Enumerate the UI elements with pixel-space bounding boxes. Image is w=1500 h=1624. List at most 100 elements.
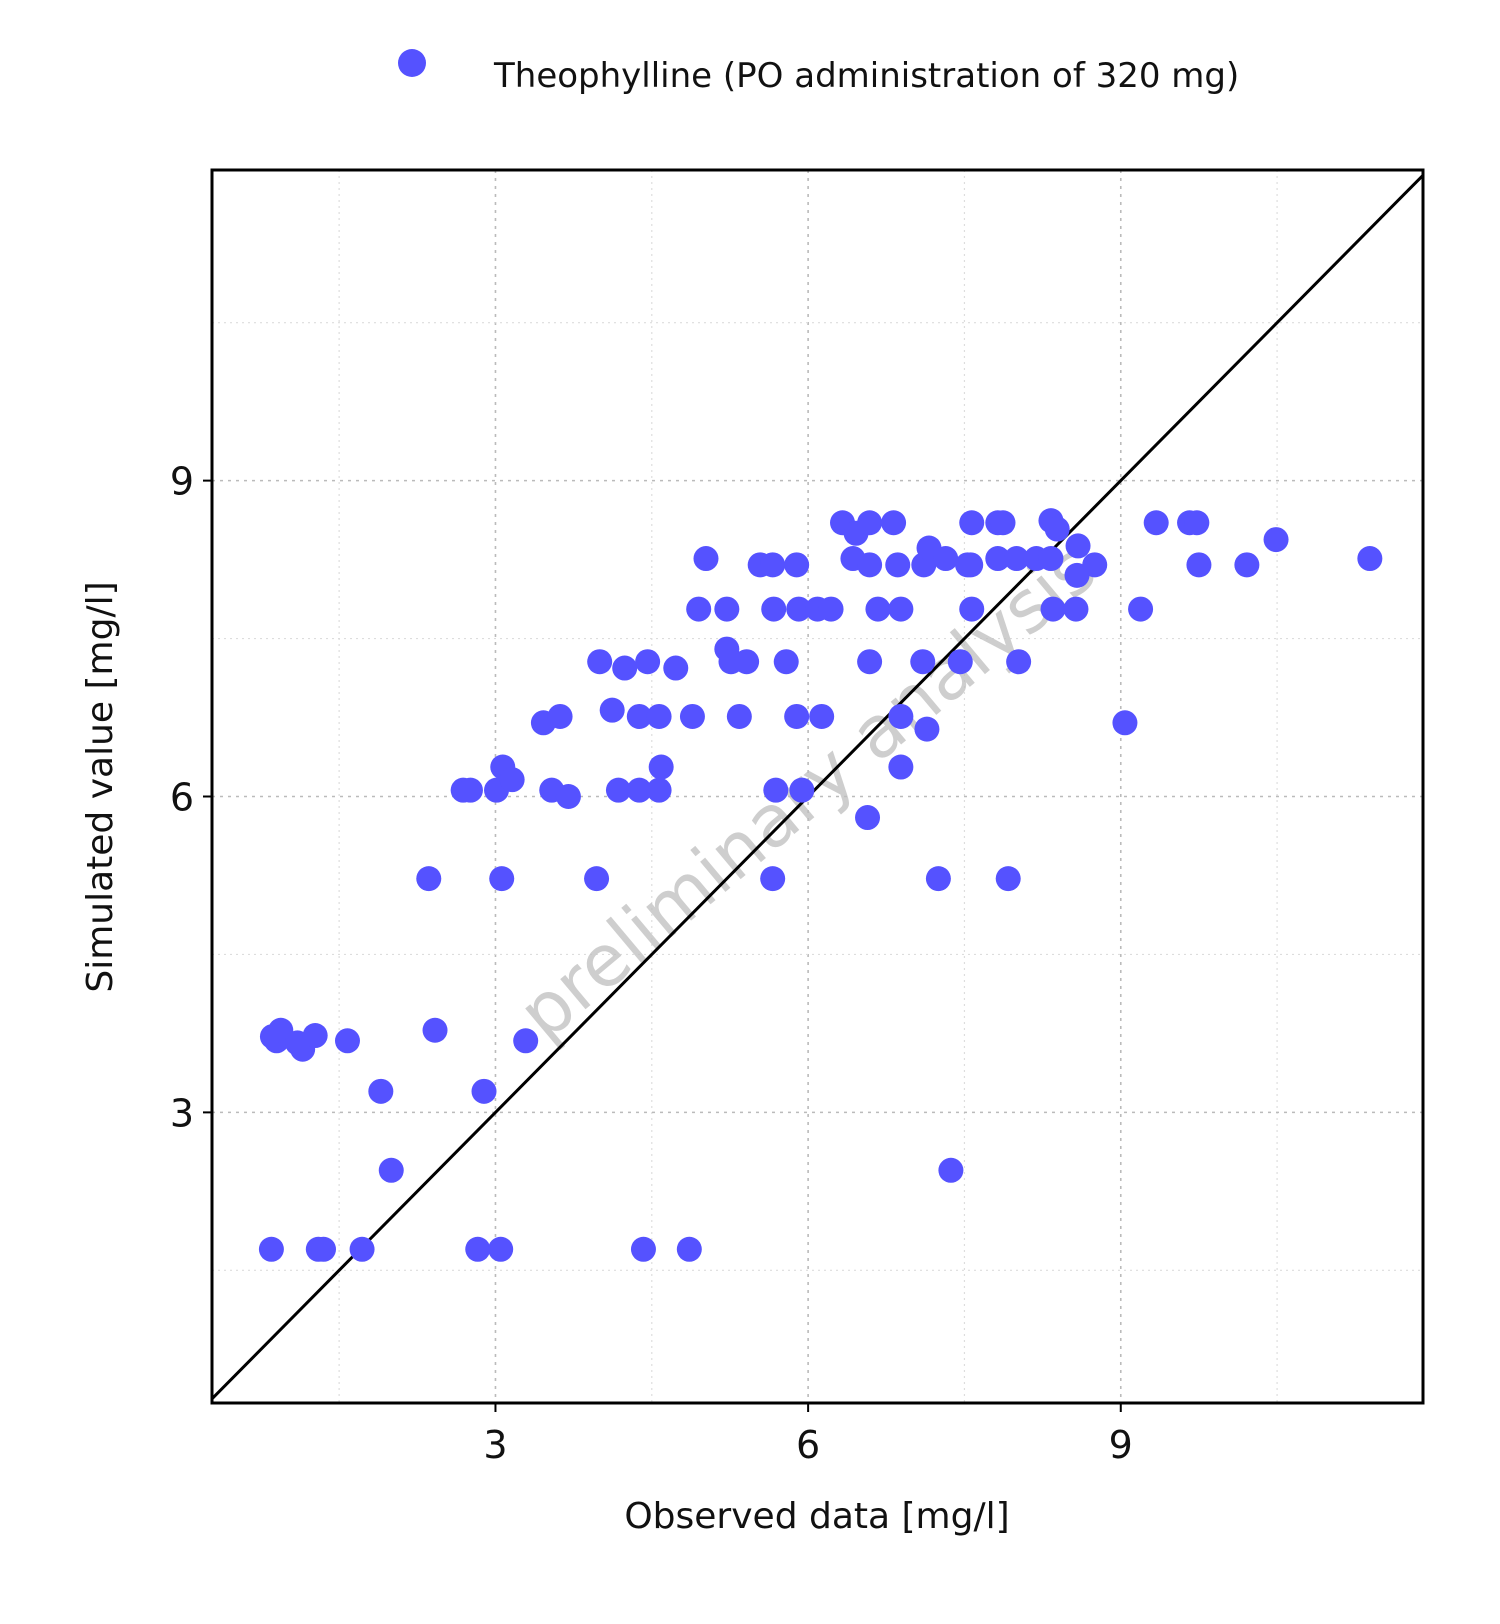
data-point bbox=[888, 596, 914, 622]
axis-ticks: 3 6 9 3 6 9 bbox=[170, 460, 1133, 1467]
data-point bbox=[818, 596, 844, 622]
data-point bbox=[587, 649, 613, 675]
data-point bbox=[626, 703, 652, 729]
data-point bbox=[676, 1236, 702, 1262]
data-point bbox=[630, 1236, 656, 1262]
y-tick-label: 3 bbox=[170, 1091, 194, 1135]
data-point bbox=[885, 552, 911, 578]
data-point bbox=[646, 703, 672, 729]
data-point bbox=[726, 703, 752, 729]
data-point bbox=[635, 649, 661, 675]
data-point bbox=[349, 1236, 375, 1262]
data-point bbox=[489, 866, 515, 892]
data-point bbox=[605, 777, 631, 803]
data-point bbox=[1004, 546, 1030, 572]
data-point bbox=[985, 546, 1011, 572]
data-point bbox=[914, 716, 940, 742]
data-point bbox=[959, 510, 985, 536]
data-point bbox=[789, 777, 815, 803]
data-point bbox=[881, 510, 907, 536]
data-point bbox=[465, 1236, 491, 1262]
data-point bbox=[947, 649, 973, 675]
data-point bbox=[471, 1078, 497, 1104]
data-point bbox=[910, 649, 936, 675]
data-point bbox=[584, 866, 610, 892]
data-point bbox=[857, 649, 883, 675]
data-point bbox=[714, 596, 740, 622]
y-axis-label: Simulated value [mg/l] bbox=[80, 581, 121, 992]
data-point bbox=[734, 649, 760, 675]
data-point bbox=[857, 552, 883, 578]
data-point bbox=[990, 510, 1016, 536]
data-point bbox=[368, 1078, 394, 1104]
data-point bbox=[555, 784, 581, 810]
data-point bbox=[1143, 510, 1169, 536]
data-point bbox=[1112, 710, 1138, 736]
data-point bbox=[809, 703, 835, 729]
data-point bbox=[648, 754, 674, 780]
y-tick-label: 6 bbox=[170, 776, 194, 820]
data-point bbox=[378, 1157, 404, 1183]
data-point bbox=[760, 552, 786, 578]
data-points bbox=[258, 508, 1383, 1262]
data-point bbox=[1040, 596, 1066, 622]
data-point bbox=[499, 767, 525, 793]
data-point bbox=[612, 655, 638, 681]
data-point bbox=[686, 596, 712, 622]
data-point bbox=[646, 777, 672, 803]
data-point bbox=[679, 703, 705, 729]
data-point bbox=[1063, 596, 1089, 622]
plot-border bbox=[210, 168, 1425, 1405]
legend-marker-icon bbox=[398, 49, 426, 77]
data-point bbox=[1065, 533, 1091, 559]
data-point bbox=[422, 1017, 448, 1043]
data-point bbox=[773, 649, 799, 675]
data-point bbox=[786, 596, 812, 622]
data-point bbox=[599, 697, 625, 723]
x-tick-label: 3 bbox=[483, 1423, 507, 1467]
x-axis-label: Observed data [mg/l] bbox=[624, 1496, 1009, 1537]
data-point bbox=[763, 777, 789, 803]
data-point bbox=[784, 703, 810, 729]
data-point bbox=[1234, 552, 1260, 578]
data-point bbox=[626, 777, 652, 803]
data-point bbox=[888, 703, 914, 729]
data-point bbox=[1186, 552, 1212, 578]
data-point bbox=[1044, 516, 1070, 542]
data-point bbox=[938, 1157, 964, 1183]
data-point bbox=[995, 866, 1021, 892]
data-point bbox=[1184, 510, 1210, 536]
data-point bbox=[855, 805, 881, 831]
data-point bbox=[693, 546, 719, 572]
data-point bbox=[663, 655, 689, 681]
data-point bbox=[302, 1023, 328, 1049]
identity-line bbox=[210, 174, 1425, 1400]
data-point bbox=[857, 510, 883, 536]
data-point bbox=[457, 777, 483, 803]
data-point bbox=[958, 552, 984, 578]
data-point bbox=[925, 866, 951, 892]
data-point bbox=[513, 1028, 539, 1054]
x-tick-label: 9 bbox=[1109, 1423, 1133, 1467]
data-point bbox=[1128, 596, 1154, 622]
data-point bbox=[488, 1236, 514, 1262]
data-point bbox=[1357, 546, 1383, 572]
data-point bbox=[1082, 552, 1108, 578]
data-point bbox=[258, 1236, 284, 1262]
legend-label: Theophylline (PO administration of 320 m… bbox=[493, 56, 1239, 96]
data-point bbox=[1038, 546, 1064, 572]
data-point bbox=[416, 866, 442, 892]
data-point bbox=[1006, 649, 1032, 675]
data-point bbox=[784, 552, 810, 578]
data-point bbox=[888, 754, 914, 780]
data-point bbox=[933, 546, 959, 572]
legend: Theophylline (PO administration of 320 m… bbox=[398, 49, 1239, 96]
data-point bbox=[311, 1236, 337, 1262]
data-point bbox=[959, 596, 985, 622]
data-point bbox=[334, 1028, 360, 1054]
data-point bbox=[1263, 527, 1289, 553]
data-point bbox=[547, 703, 573, 729]
data-point bbox=[760, 866, 786, 892]
y-tick-label: 9 bbox=[170, 460, 194, 504]
